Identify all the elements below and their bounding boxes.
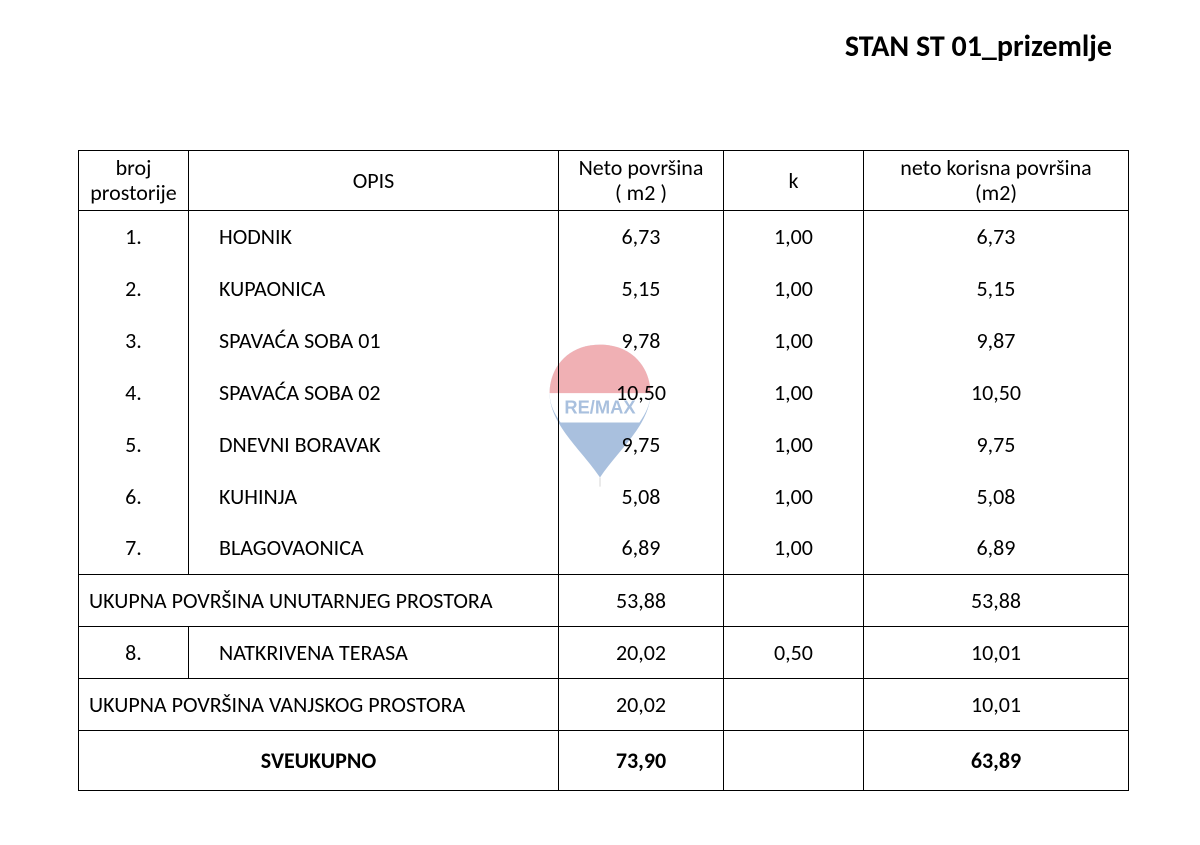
table-row: 7.BLAGOVAONICA6,891,006,89 [79,522,1129,574]
cell-room-number: 8. [79,626,189,678]
cell-description: SPAVAĆA SOBA 02 [189,366,559,418]
exterior-total-row: UKUPNA POVRŠINA VANJSKOG PROSTORA20,02 10… [79,678,1129,730]
cell-coefficient [724,678,864,730]
table-row: 6.KUHINJA5,081,005,08 [79,470,1129,522]
cell-room-number: 3. [79,314,189,366]
cell-coefficient: 1,00 [724,210,864,262]
cell-room-number: 1. [79,210,189,262]
cell-coefficient: 1,00 [724,262,864,314]
cell-net-area: 20,02 [559,678,724,730]
cell-net-area: 20,02 [559,626,724,678]
cell-usable-area: 6,73 [864,210,1129,262]
cell-usable-area: 5,08 [864,470,1129,522]
cell-net-area: 10,50 [559,366,724,418]
cell-coefficient: 1,00 [724,522,864,574]
cell-description: KUPAONICA [189,262,559,314]
cell-net-area: 6,73 [559,210,724,262]
col-header-usable-area: neto korisna površina(m2) [864,151,1129,211]
table-row: 4.SPAVAĆA SOBA 0210,501,0010,50 [79,366,1129,418]
cell-net-area: 5,08 [559,470,724,522]
cell-coefficient: 1,00 [724,418,864,470]
summary-label: UKUPNA POVRŠINA VANJSKOG PROSTORA [79,678,559,730]
col-header-room-number: brojprostorije [79,151,189,211]
page-title: STAN ST 01_prizemlje [845,28,1112,65]
cell-usable-area: 63,89 [864,730,1129,790]
cell-usable-area: 9,87 [864,314,1129,366]
cell-room-number: 5. [79,418,189,470]
interior-total-row: UKUPNA POVRŠINA UNUTARNJEG PROSTORA53,88… [79,574,1129,626]
cell-room-number: 4. [79,366,189,418]
col-header-coefficient: k [724,151,864,211]
cell-room-number: 6. [79,470,189,522]
cell-net-area: 73,90 [559,730,724,790]
cell-coefficient [724,574,864,626]
summary-label: UKUPNA POVRŠINA UNUTARNJEG PROSTORA [79,574,559,626]
table-row: 2.KUPAONICA5,151,005,15 [79,262,1129,314]
cell-usable-area: 6,89 [864,522,1129,574]
cell-net-area: 5,15 [559,262,724,314]
cell-description: SPAVAĆA SOBA 01 [189,314,559,366]
cell-coefficient: 0,50 [724,626,864,678]
cell-description: HODNIK [189,210,559,262]
cell-usable-area: 5,15 [864,262,1129,314]
area-table-container: brojprostorije OPIS Neto površina( m2 ) … [78,150,1128,791]
cell-coefficient: 1,00 [724,314,864,366]
cell-usable-area: 9,75 [864,418,1129,470]
cell-coefficient: 1,00 [724,366,864,418]
cell-coefficient: 1,00 [724,470,864,522]
col-header-description: OPIS [189,151,559,211]
table-header-row: brojprostorije OPIS Neto površina( m2 ) … [79,151,1129,211]
table-row: 5.DNEVNI BORAVAK9,751,009,75 [79,418,1129,470]
grand-total-row: SVEUKUPNO73,90 63,89 [79,730,1129,790]
cell-room-number: 2. [79,262,189,314]
cell-net-area: 6,89 [559,522,724,574]
cell-description: BLAGOVAONICA [189,522,559,574]
cell-usable-area: 53,88 [864,574,1129,626]
cell-net-area: 9,78 [559,314,724,366]
cell-net-area: 9,75 [559,418,724,470]
col-header-net-area: Neto površina( m2 ) [559,151,724,211]
cell-description: KUHINJA [189,470,559,522]
table-body: 1.HODNIK6,731,006,732.KUPAONICA5,151,005… [79,210,1129,790]
table-row: 3.SPAVAĆA SOBA 019,781,009,87 [79,314,1129,366]
cell-coefficient [724,730,864,790]
cell-usable-area: 10,01 [864,626,1129,678]
table-row: 8.NATKRIVENA TERASA20,020,5010,01 [79,626,1129,678]
table-row: 1.HODNIK6,731,006,73 [79,210,1129,262]
cell-usable-area: 10,01 [864,678,1129,730]
cell-description: NATKRIVENA TERASA [189,626,559,678]
area-table: brojprostorije OPIS Neto površina( m2 ) … [78,150,1129,791]
cell-net-area: 53,88 [559,574,724,626]
cell-room-number: 7. [79,522,189,574]
cell-usable-area: 10,50 [864,366,1129,418]
cell-description: DNEVNI BORAVAK [189,418,559,470]
summary-label: SVEUKUPNO [79,730,559,790]
